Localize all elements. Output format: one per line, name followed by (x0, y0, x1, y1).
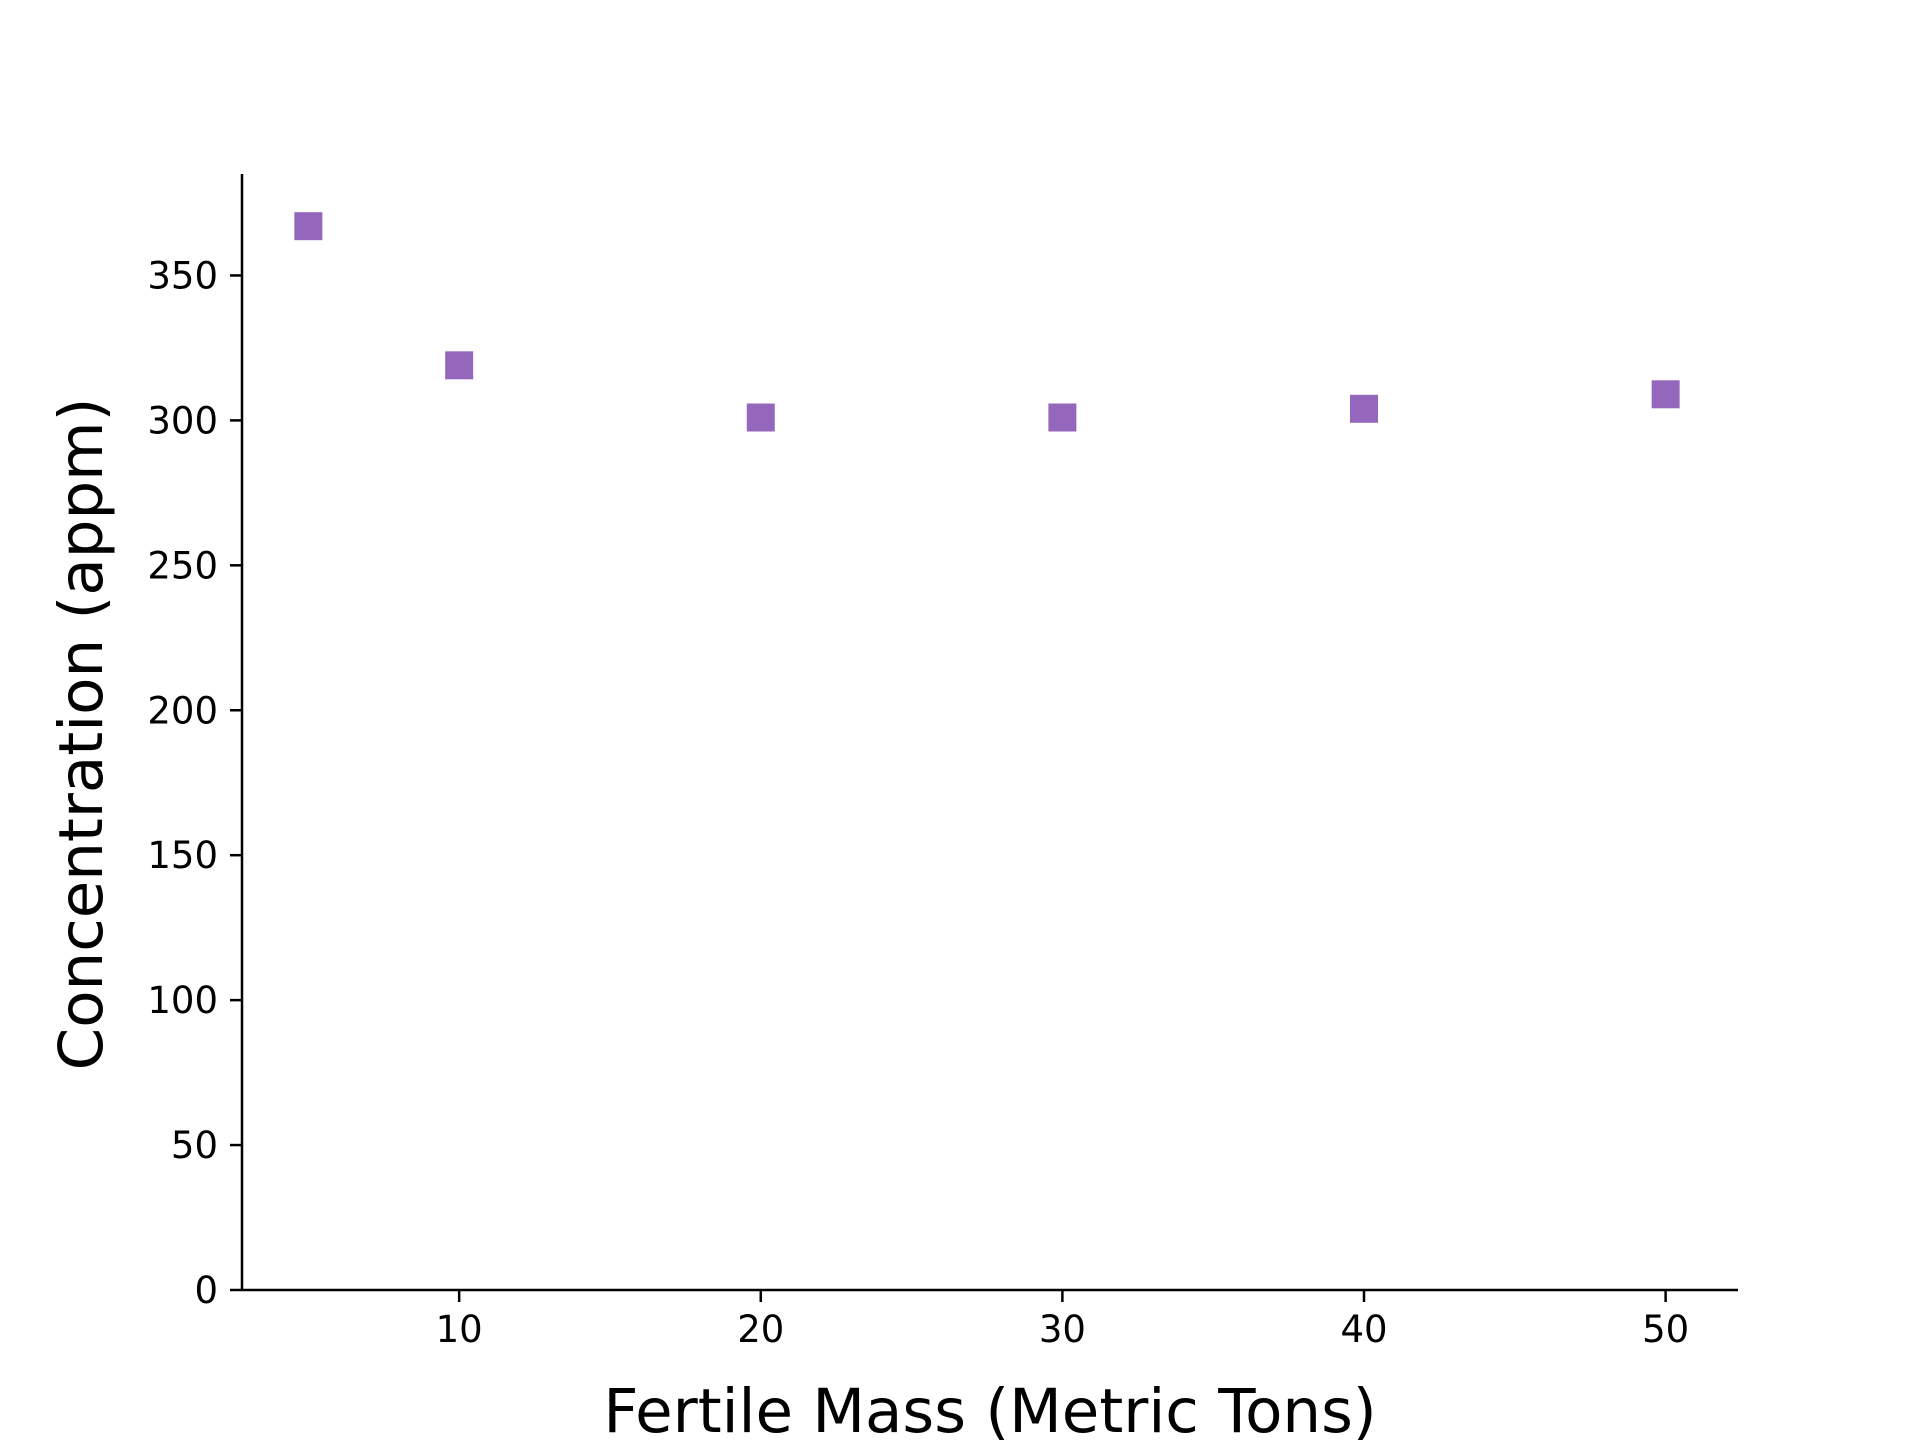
x-tick-label: 30 (1039, 1308, 1086, 1351)
data-point (294, 212, 323, 241)
data-markers (294, 212, 1680, 432)
y-tick-label: 350 (147, 254, 218, 297)
x-ticks: 10 20 30 40 50 (436, 1290, 1689, 1351)
x-tick-label: 50 (1642, 1308, 1689, 1351)
y-ticks: 0 50 100 150 200 250 300 350 (147, 254, 242, 1312)
data-point (1048, 403, 1077, 432)
y-tick-label: 250 (147, 544, 218, 587)
data-point (445, 351, 474, 380)
x-tick-label: 20 (737, 1308, 784, 1351)
y-tick-label: 300 (147, 399, 218, 442)
data-point (1651, 380, 1680, 409)
y-axis: 0 50 100 150 200 250 300 350 (147, 174, 244, 1312)
y-tick-label: 50 (171, 1124, 218, 1167)
y-tick-label: 0 (194, 1269, 218, 1312)
x-tick-label: 10 (436, 1308, 483, 1351)
y-tick-label: 200 (147, 689, 218, 732)
data-point (746, 403, 775, 432)
data-point (1350, 394, 1378, 423)
y-tick-label: 150 (147, 834, 218, 877)
x-axis-title: Fertile Mass (Metric Tons) (603, 1376, 1376, 1440)
y-axis-title: Concentration (appm) (46, 398, 117, 1071)
y-tick-label: 100 (147, 979, 218, 1022)
x-tick-label: 40 (1340, 1308, 1387, 1351)
x-axis: 10 20 30 40 50 (242, 1288, 1738, 1351)
